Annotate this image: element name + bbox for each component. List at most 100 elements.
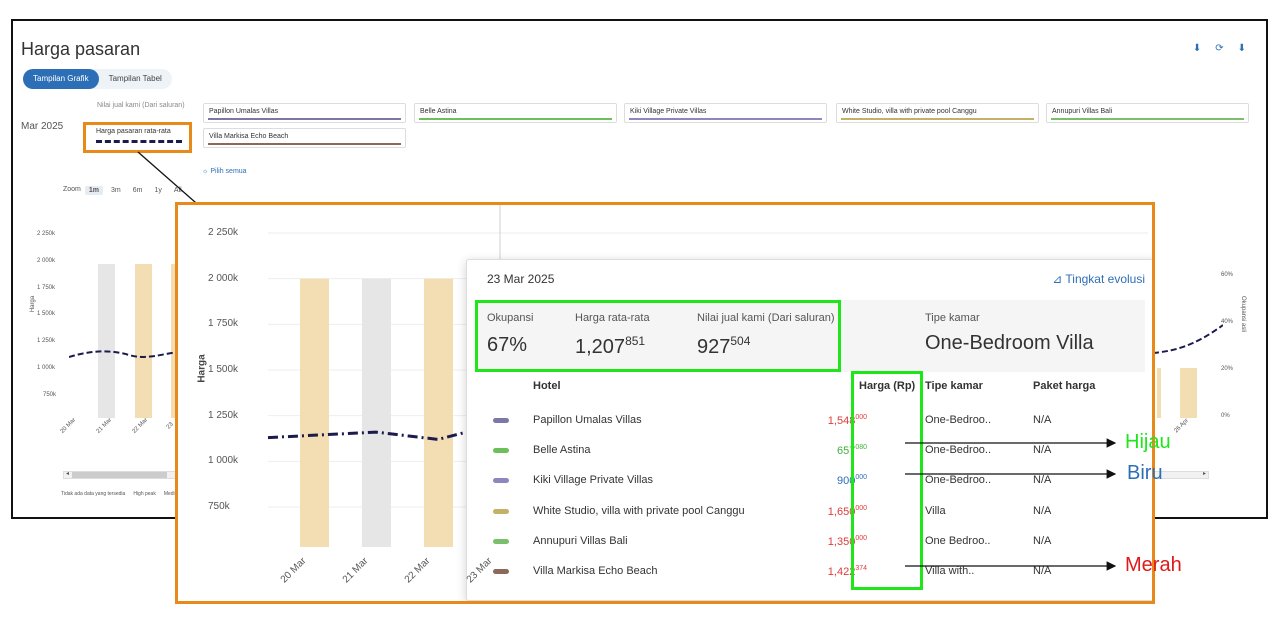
chart-tooltip: 23 Mar 2025 ⊿ Tingkat evolusi Okupansi 6… <box>466 259 1152 601</box>
row-price: 1,650000 <box>828 505 867 518</box>
row-package: N/A <box>1033 505 1052 517</box>
row-room-type: Villa with.. <box>925 565 975 577</box>
row-room-type: One-Bedroo.. <box>925 444 992 456</box>
stat-occupancy-label: Okupansi <box>487 312 534 324</box>
legend-market-label: Harga pasaran rata-rata <box>96 128 171 135</box>
legend-chip-color <box>419 118 612 120</box>
stat-own-rate-sup: 504 <box>730 334 751 348</box>
callout-green-label: Hijau <box>1125 431 1171 453</box>
row-package: N/A <box>1033 535 1052 547</box>
row-hotel: White Studio, villa with private pool Ca… <box>533 505 745 517</box>
legend-chip-color <box>1051 118 1244 120</box>
legend-chip-hotel[interactable]: Kiki Village Private Villas <box>624 103 827 123</box>
table-row: White Studio, villa with private pool Ca… <box>467 497 1152 527</box>
select-all-link[interactable]: ☼ Pilih semua <box>202 168 247 175</box>
refresh-icon[interactable]: ⟳ <box>1215 43 1224 54</box>
stat-average-price-main: 1,207 <box>575 336 626 358</box>
bg-right-tick: 60% <box>1221 272 1234 278</box>
legend-chip-hotel[interactable]: Belle Astina <box>414 103 617 123</box>
row-hotel: Annupuri Villas Bali <box>533 535 628 547</box>
row-hotel: Papillon Umalas Villas <box>533 414 642 426</box>
zoom-1m[interactable]: 1m <box>84 186 104 195</box>
day-bar <box>424 278 453 547</box>
zoomed-chart-callout: Harga 23 Mar 2025 ⊿ Tingkat evolusi Okup… <box>175 202 1155 604</box>
header-actions: ⬇ ⟳ ⬇ <box>1193 43 1246 54</box>
hotel-color-dot <box>493 539 509 544</box>
stat-average-price-sup: 851 <box>625 334 646 348</box>
row-price-main: 1,650 <box>827 506 856 518</box>
tab-chart-view[interactable]: Tampilan Grafik <box>23 69 99 89</box>
bg-right-tick: 0% <box>1221 413 1230 419</box>
stat-room-type-label: Tipe kamar <box>925 312 980 324</box>
scrollbar-thumb[interactable] <box>72 472 167 478</box>
row-hotel: Kiki Village Private Villas <box>533 474 654 486</box>
export-icon[interactable]: ⬇ <box>1237 43 1246 54</box>
legend-chip-label: Annupuri Villas Bali <box>1052 108 1113 115</box>
row-price-sup: 080 <box>855 444 867 451</box>
legend-chip-color <box>629 118 822 120</box>
bg-right-tick: 40% <box>1221 319 1234 325</box>
row-room-type: One-Bedroo.. <box>925 414 992 426</box>
stat-own-rate-main: 927 <box>697 336 731 358</box>
row-package: N/A <box>1033 414 1052 426</box>
tooltip-stats-panel: Okupansi 67% Harga rata-rata 1,207851 Ni… <box>477 300 1145 372</box>
row-package: N/A <box>1033 444 1052 456</box>
footer-no-data: Tidak ada data yang tersedia <box>61 491 126 497</box>
legend-chip-color <box>208 143 401 145</box>
day-bar <box>300 278 329 547</box>
row-price: 1,350000 <box>828 535 867 548</box>
bg-bar-peak <box>171 264 177 418</box>
row-price-main: 657 <box>836 445 856 457</box>
row-hotel: Villa Markisa Echo Beach <box>533 565 658 577</box>
bg-right-tick: 20% <box>1221 366 1234 372</box>
legend-chip-color <box>841 118 1034 120</box>
row-price-sup: 374 <box>855 565 867 572</box>
callout-red-label: Merah <box>1125 554 1182 576</box>
stat-average-price-value: 1,207851 <box>575 334 650 359</box>
row-hotel: Belle Astina <box>533 444 591 456</box>
tooltip-date: 23 Mar 2025 <box>487 272 555 286</box>
row-price-sup: 000 <box>855 505 867 512</box>
stat-occupancy: Okupansi 67% <box>487 312 533 357</box>
evolution-link[interactable]: ⊿ Tingkat evolusi <box>1052 272 1145 286</box>
legend-chip-label: White Studio, villa with private pool Ca… <box>842 108 977 115</box>
callout-blue-label: Biru <box>1127 462 1163 484</box>
stats-highlight-box <box>475 300 841 372</box>
bg-y-tick: 1 250k <box>37 338 56 344</box>
zoom-6m[interactable]: 6m <box>132 187 143 194</box>
scroll-right-icon[interactable]: ▸ <box>1202 471 1206 477</box>
zoom-all[interactable]: All <box>173 187 182 194</box>
bg-bar-peak <box>1180 368 1197 418</box>
legend-chip-label: Kiki Village Private Villas <box>630 108 707 115</box>
bg-y-tick: 2 250k <box>37 231 56 237</box>
download-icon[interactable]: ⬇ <box>1192 43 1202 54</box>
row-room-type: One-Bedroo.. <box>925 474 992 486</box>
y-tick-label: 2 250k <box>208 227 239 238</box>
legend-chip-hotel[interactable]: White Studio, villa with private pool Ca… <box>836 103 1039 123</box>
legend-chip-hotel[interactable]: Annupuri Villas Bali <box>1046 103 1249 123</box>
scroll-left-icon[interactable]: ◂ <box>66 471 70 477</box>
table-row: Kiki Village Private Villas 900000 One-B… <box>467 466 1152 496</box>
row-price-sup: 000 <box>855 535 867 542</box>
row-price: 1,422374 <box>828 565 867 578</box>
y-tick-label: 1 250k <box>208 409 239 421</box>
select-all-label: Pilih semua <box>210 168 247 175</box>
legend-chip-hotel[interactable]: Papillon Umalas Villas <box>203 103 406 123</box>
stat-own-rate: Nilai jual kami (Dari saluran) 927504 <box>697 312 835 359</box>
footer-high-peak: High peak <box>133 491 156 497</box>
y-tick-label: 1 500k <box>208 364 239 375</box>
zoom-3m[interactable]: 3m <box>111 187 121 194</box>
table-row: Belle Astina 657080 One-Bedroo.. N/A <box>467 436 1152 466</box>
zoom-1y[interactable]: 1y <box>154 187 162 194</box>
table-row: Villa Markisa Echo Beach 1,422374 Villa … <box>467 557 1152 587</box>
hotel-color-dot <box>493 448 509 453</box>
legend-market-average[interactable]: Harga pasaran rata-rata <box>83 122 192 153</box>
legend-chip-label: Papillon Umalas Villas <box>209 108 279 115</box>
legend-chip-hotel[interactable]: Villa Markisa Echo Beach <box>203 128 406 148</box>
col-package: Paket harga <box>1033 380 1096 392</box>
row-package: N/A <box>1033 565 1052 577</box>
tab-table-view[interactable]: Tampilan Tabel <box>108 74 162 83</box>
stat-own-rate-label: Nilai jual kami (Dari saluran) <box>697 312 835 324</box>
stat-own-rate-value: 927504 <box>697 334 835 359</box>
